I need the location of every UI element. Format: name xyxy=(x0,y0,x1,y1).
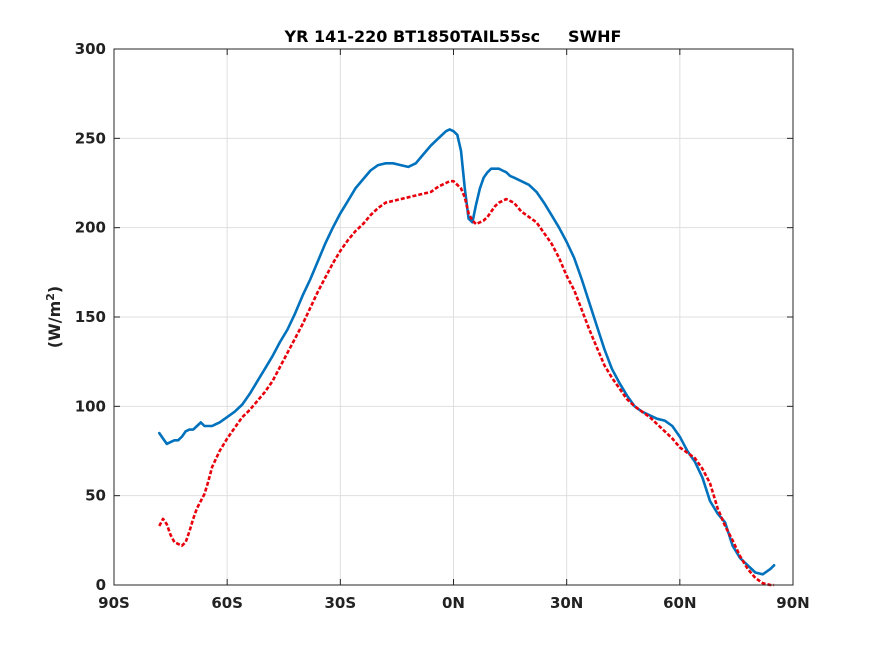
y-axis-label-main: (W/m xyxy=(45,301,64,348)
x-tick-label: 30S xyxy=(324,594,356,612)
series-line-1 xyxy=(158,128,776,576)
chart-title: YR 141-220 BT1850TAIL55sc SWHF xyxy=(284,27,622,46)
y-tick-label: 50 xyxy=(85,487,106,505)
y-axis-label-sup: 2 xyxy=(44,293,57,301)
x-tick-label: 90S xyxy=(98,594,130,612)
y-tick-labels: 0 50 100 150 200 250 300 xyxy=(75,40,106,594)
y-tick-label: 200 xyxy=(75,219,106,237)
ticks xyxy=(113,48,794,586)
y-tick-label: 300 xyxy=(75,40,106,58)
x-tick-label: 0N xyxy=(442,594,465,612)
series-layer xyxy=(158,128,776,587)
y-tick-label: 0 xyxy=(96,576,106,594)
x-tick-label: 60N xyxy=(663,594,696,612)
y-axis-label: (W/m2) xyxy=(44,286,64,348)
y-tick-label: 100 xyxy=(75,397,106,415)
y-axis-label-close: ) xyxy=(45,286,64,293)
y-tick-label: 150 xyxy=(75,308,106,326)
grid xyxy=(114,49,793,585)
x-tick-label: 30N xyxy=(550,594,583,612)
x-tick-label: 60S xyxy=(211,594,243,612)
x-tick-label: 90N xyxy=(776,594,809,612)
y-tick-label: 250 xyxy=(75,129,106,147)
x-tick-labels: 90S 60S 30S 0N 30N 60N 90N xyxy=(98,594,810,612)
series-line-2 xyxy=(158,179,775,587)
